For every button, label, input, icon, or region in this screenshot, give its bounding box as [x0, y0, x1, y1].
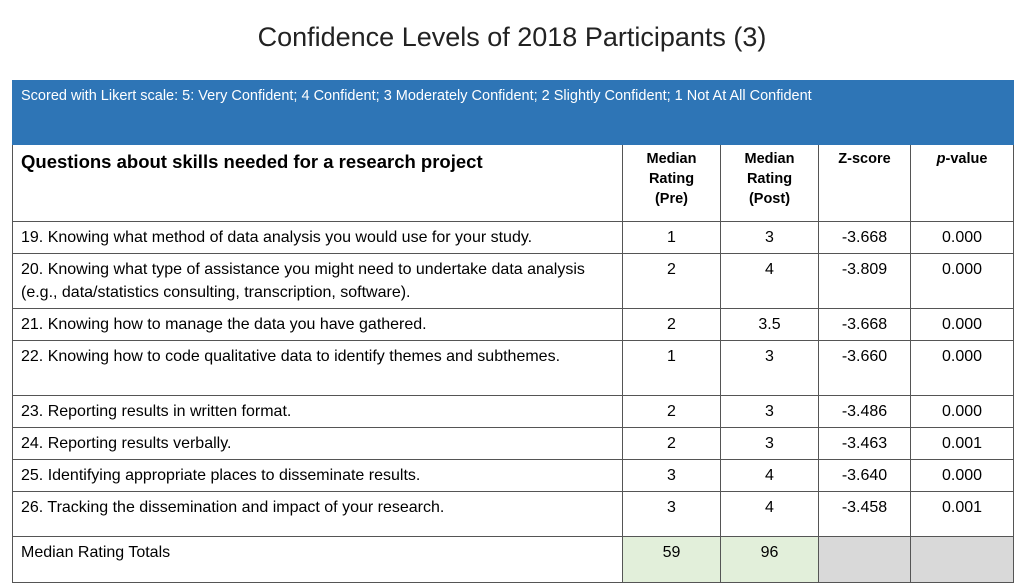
median-pre-header-line3: (Pre) [654, 191, 689, 207]
question-cell: 23. Reporting results in written format. [12, 395, 623, 428]
table-row: 22. Knowing how to code qualitative data… [12, 340, 1015, 396]
table-row: 26. Tracking the dissemination and impac… [12, 491, 1015, 537]
p-value-cell: 0.001 [909, 491, 1015, 537]
question-column-header: Questions about skills needed for a rese… [12, 144, 623, 222]
median-post-cell: 3 [720, 395, 819, 428]
median-post-cell: 4 [720, 253, 819, 309]
median-post-cell: 4 [720, 459, 819, 492]
median-pre-cell: 1 [622, 221, 721, 254]
median-pre-cell: 1 [622, 340, 721, 396]
median-pre-cell: 2 [622, 395, 721, 428]
totals-label: Median Rating Totals [12, 536, 623, 583]
p-value-cell: 0.000 [909, 340, 1015, 396]
totals-z-empty-cell [818, 536, 911, 583]
z-score-cell: -3.668 [818, 308, 911, 341]
median-post-cell: 4 [720, 491, 819, 537]
z-score-cell: -3.486 [818, 395, 911, 428]
p-value-header-italic: p [936, 151, 946, 167]
table-row: 25. Identifying appropriate places to di… [12, 459, 1015, 492]
z-score-cell: -3.809 [818, 253, 911, 309]
median-pre-cell: 2 [622, 253, 721, 309]
p-value-cell: 0.000 [909, 395, 1015, 428]
question-cell: 21. Knowing how to manage the data you h… [12, 308, 623, 341]
median-pre-header-line1: Median [646, 151, 697, 167]
slide-title: Confidence Levels of 2018 Participants (… [257, 22, 767, 52]
median-pre-cell: 3 [622, 491, 721, 537]
median-post-header-line2: Rating [746, 171, 793, 187]
median-post-header-line3: (Post) [748, 191, 791, 207]
z-score-cell: -3.660 [818, 340, 911, 396]
table-row: 20. Knowing what type of assistance you … [12, 253, 1015, 309]
p-value-cell: 0.001 [909, 427, 1015, 460]
likert-scale-note: Scored with Likert scale: 5: Very Confid… [11, 80, 1015, 145]
p-value-header: p-value [909, 144, 1015, 222]
table-row: 23. Reporting results in written format.… [12, 395, 1015, 428]
table-row: 21. Knowing how to manage the data you h… [12, 308, 1015, 341]
median-pre-header: Median Rating (Pre) [622, 144, 721, 222]
question-cell: 26. Tracking the dissemination and impac… [12, 491, 623, 537]
question-cell: 19. Knowing what method of data analysis… [12, 221, 623, 254]
header-row: Questions about skills needed for a rese… [12, 144, 1015, 222]
question-cell: 24. Reporting results verbally. [12, 427, 623, 460]
z-score-cell: -3.668 [818, 221, 911, 254]
p-value-header-rest: -value [945, 151, 988, 167]
question-cell: 22. Knowing how to code qualitative data… [12, 340, 623, 396]
z-score-header: Z-score [818, 144, 911, 222]
p-value-cell: 0.000 [909, 253, 1015, 309]
median-post-cell: 3 [720, 427, 819, 460]
question-cell: 20. Knowing what type of assistance you … [12, 253, 623, 309]
totals-p-empty-cell [909, 536, 1015, 583]
p-value-cell: 0.000 [909, 221, 1015, 254]
z-score-cell: -3.458 [818, 491, 911, 537]
table-row: 19. Knowing what method of data analysis… [12, 221, 1015, 254]
table-row: 24. Reporting results verbally. 2 3 -3.4… [12, 427, 1015, 460]
median-pre-cell: 3 [622, 459, 721, 492]
median-post-header: Median Rating (Post) [720, 144, 819, 222]
totals-row: Median Rating Totals 59 96 [12, 536, 1015, 583]
confidence-table: Scored with Likert scale: 5: Very Confid… [11, 80, 1015, 583]
median-pre-cell: 2 [622, 308, 721, 341]
median-post-cell: 3.5 [720, 308, 819, 341]
median-post-cell: 3 [720, 340, 819, 396]
question-cell: 25. Identifying appropriate places to di… [12, 459, 623, 492]
median-post-header-line1: Median [744, 151, 795, 167]
likert-banner-row: Scored with Likert scale: 5: Very Confid… [11, 80, 1015, 145]
p-value-cell: 0.000 [909, 308, 1015, 341]
z-score-cell: -3.640 [818, 459, 911, 492]
p-value-cell: 0.000 [909, 459, 1015, 492]
median-pre-header-line2: Rating [648, 171, 695, 187]
z-score-cell: -3.463 [818, 427, 911, 460]
totals-post-cell: 96 [720, 536, 819, 583]
median-post-cell: 3 [720, 221, 819, 254]
median-pre-cell: 2 [622, 427, 721, 460]
